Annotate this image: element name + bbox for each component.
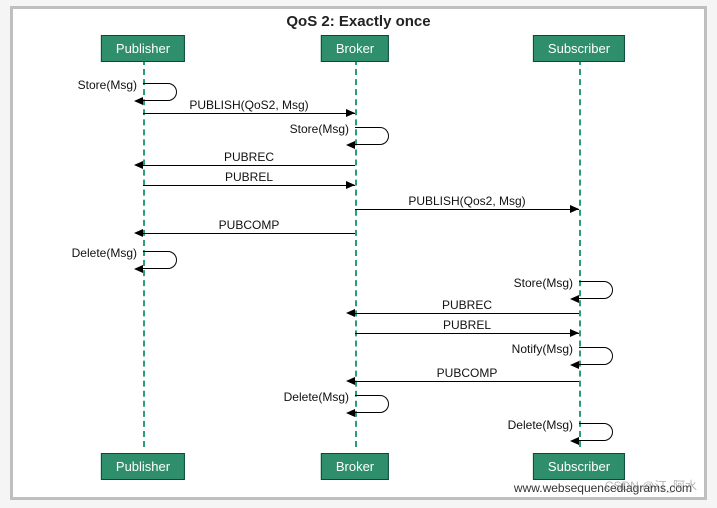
- message-label: PUBREC: [224, 150, 274, 165]
- self-message-label: Store(Msg): [78, 78, 137, 92]
- message-label: PUBLISH(QoS2, Msg): [189, 98, 308, 113]
- message-arrow: [355, 313, 579, 314]
- message-label: PUBREL: [443, 318, 491, 333]
- message-arrow: [355, 333, 579, 334]
- arrow-head-icon: [134, 229, 143, 237]
- self-message-label: Notify(Msg): [512, 342, 573, 356]
- arrow-head-icon: [134, 161, 143, 169]
- actor-subscriber-top: Subscriber: [533, 35, 625, 62]
- arrow-head-icon: [346, 181, 355, 189]
- self-message-loop: [579, 347, 613, 365]
- actor-subscriber-bottom: Subscriber: [533, 453, 625, 480]
- message-label: PUBREC: [442, 298, 492, 313]
- self-message-label: Delete(Msg): [284, 390, 349, 404]
- actor-broker-bottom: Broker: [321, 453, 389, 480]
- self-message-label: Store(Msg): [514, 276, 573, 290]
- self-message-loop: [355, 395, 389, 413]
- self-message-loop: [143, 83, 177, 101]
- arrow-head-icon: [346, 377, 355, 385]
- lifeline-subscriber: [579, 59, 581, 447]
- message-label: PUBLISH(Qos2, Msg): [408, 194, 525, 209]
- arrow-head-icon: [346, 309, 355, 317]
- message-arrow: [143, 113, 355, 114]
- sequence-canvas: Publisher Broker Subscriber Publisher Broker…: [13, 9, 704, 497]
- diagram-frame: QoS 2: Exactly once PublisherBrokerSubsc…: [10, 6, 707, 500]
- self-message-loop: [355, 127, 389, 145]
- watermark: CSDN @汀_阿水: [605, 477, 697, 494]
- actor-publisher-bottom: Publisher: [101, 453, 185, 480]
- self-message-loop: [579, 281, 613, 299]
- self-message-loop: [143, 251, 177, 269]
- message-label: PUBCOMP: [219, 218, 280, 233]
- self-message-label: Store(Msg): [290, 122, 349, 136]
- arrow-head-icon: [346, 109, 355, 117]
- actor-broker-top: Broker: [321, 35, 389, 62]
- message-arrow: [143, 165, 355, 166]
- actor-publisher-top: Publisher: [101, 35, 185, 62]
- arrow-head-icon: [570, 205, 579, 213]
- self-message-loop: [579, 423, 613, 441]
- lifeline-broker: [355, 59, 357, 447]
- message-label: PUBREL: [225, 170, 273, 185]
- message-arrow: [143, 185, 355, 186]
- message-arrow: [355, 209, 579, 210]
- message-arrow: [355, 381, 579, 382]
- self-message-label: Delete(Msg): [72, 246, 137, 260]
- message-arrow: [143, 233, 355, 234]
- self-message-label: Delete(Msg): [508, 418, 573, 432]
- message-label: PUBCOMP: [437, 366, 498, 381]
- arrow-head-icon: [570, 329, 579, 337]
